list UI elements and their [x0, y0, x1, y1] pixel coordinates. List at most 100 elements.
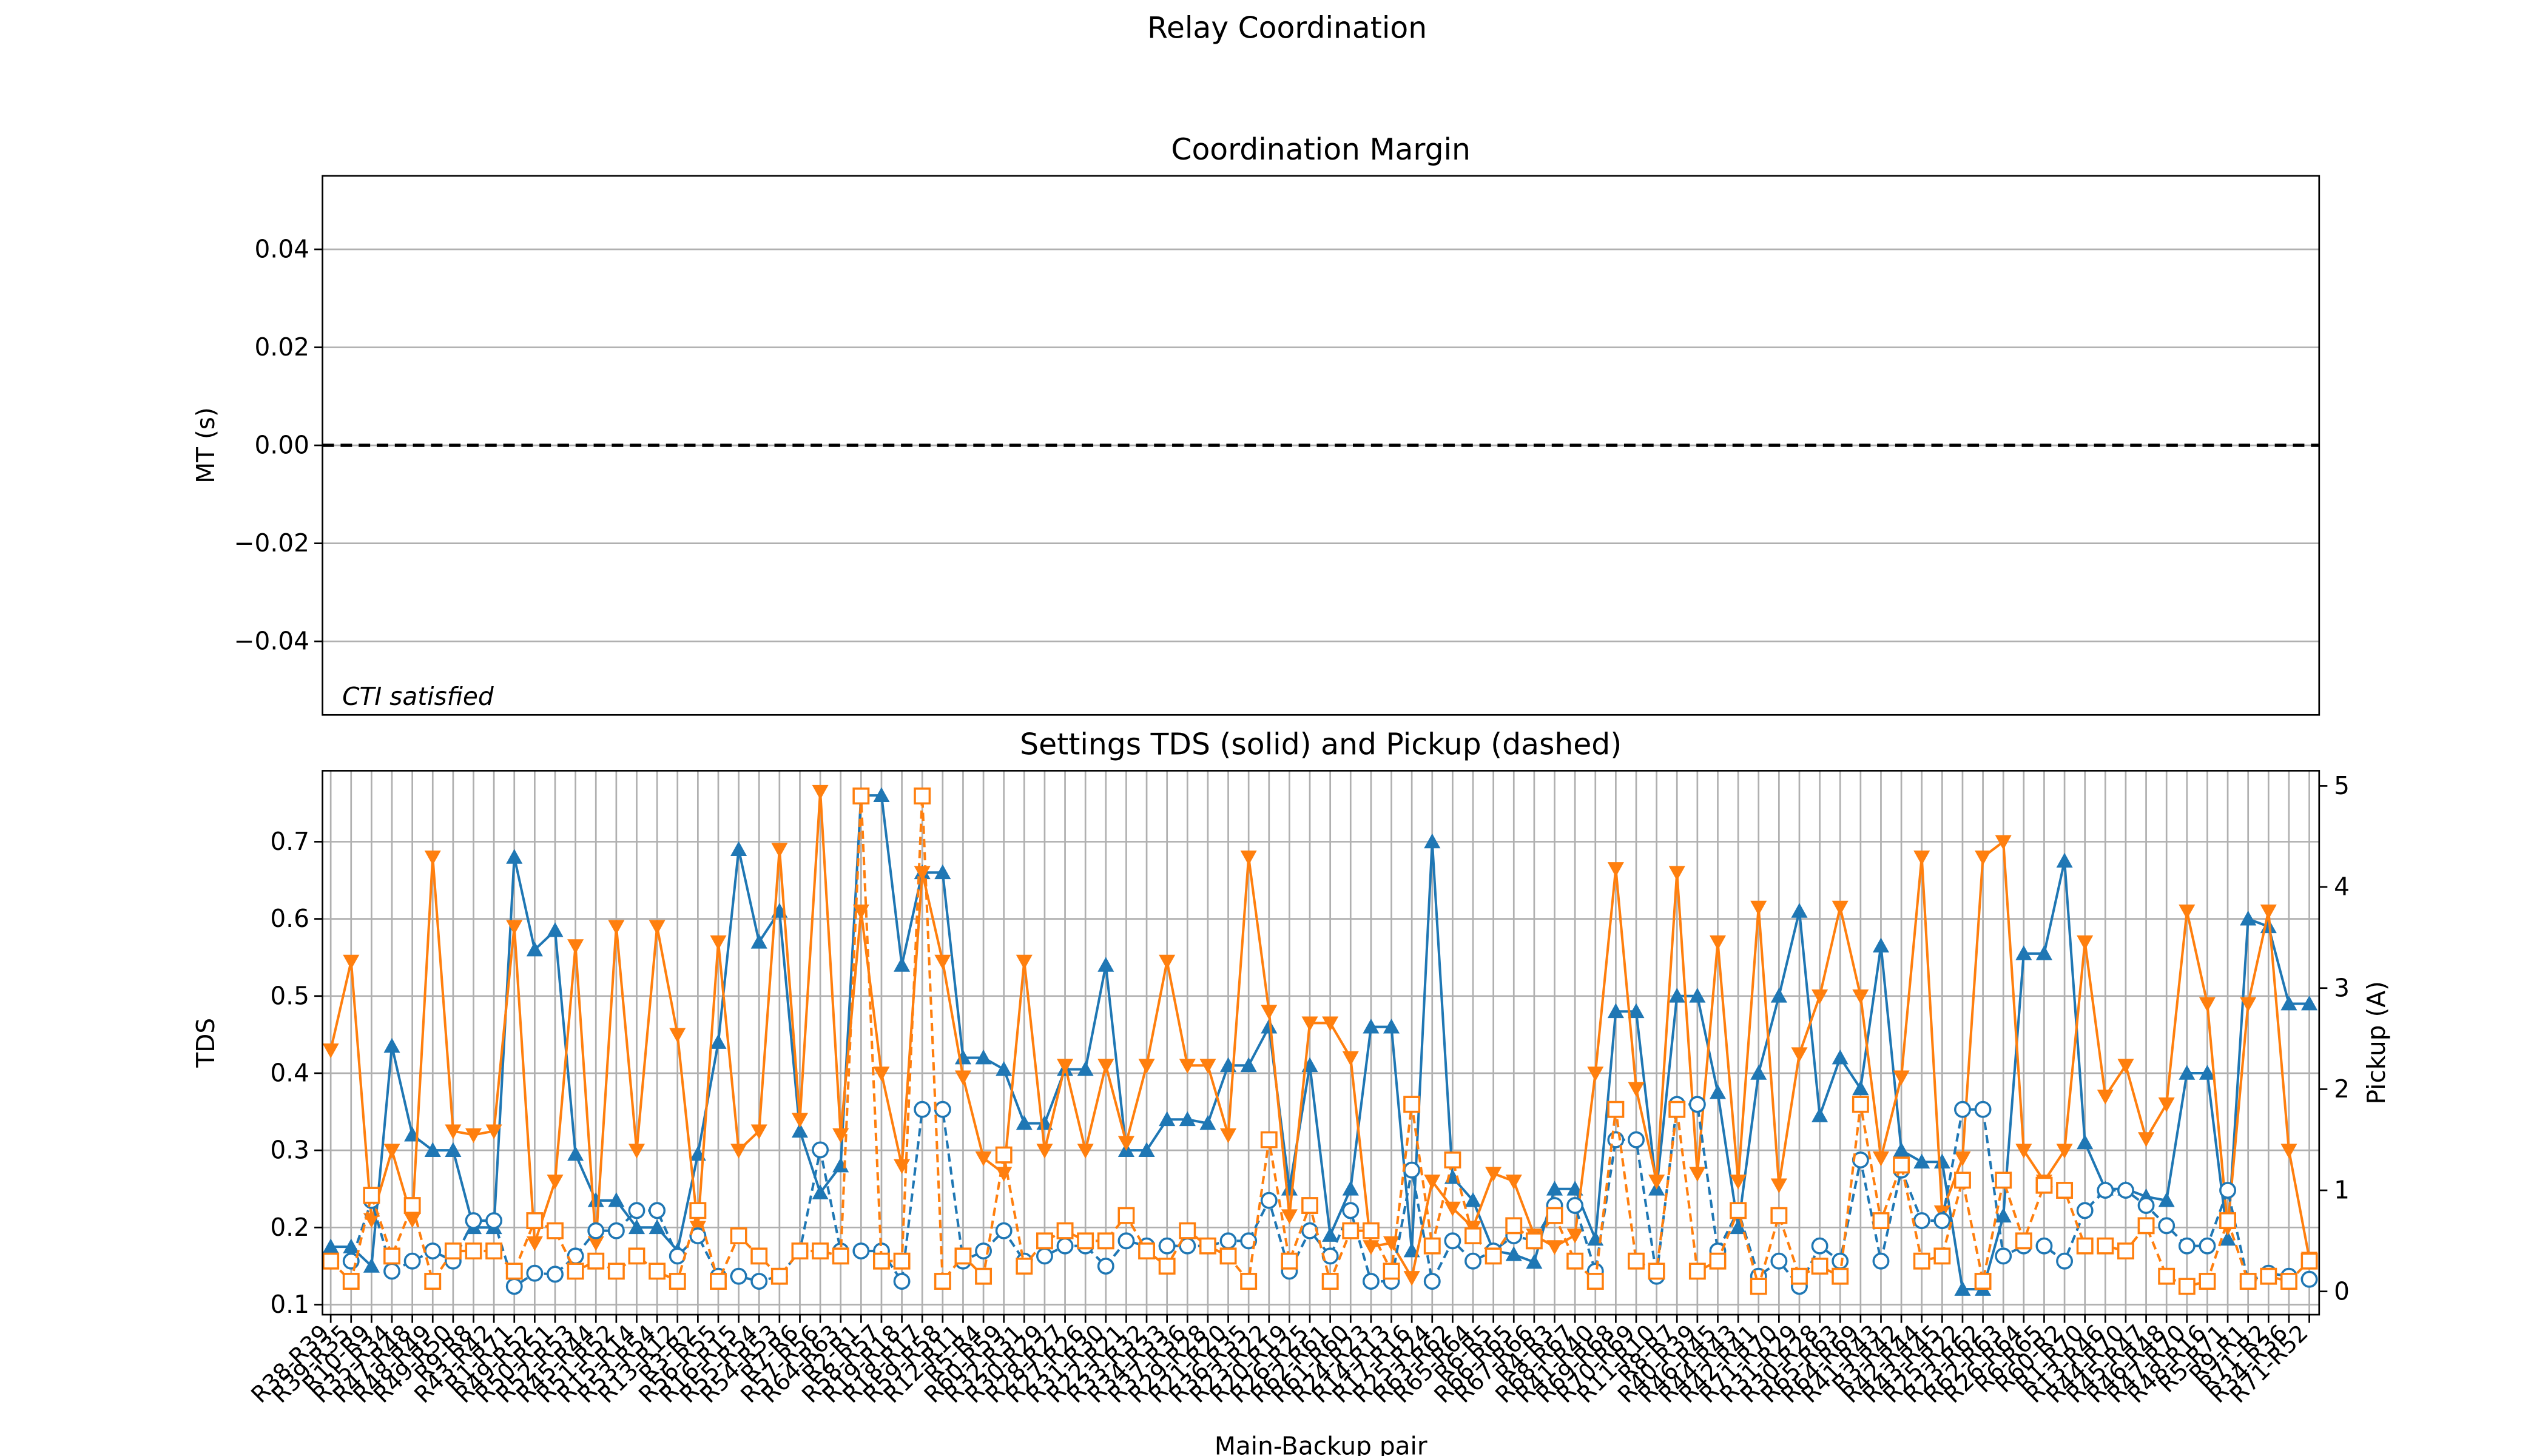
marker [607, 1222, 625, 1239]
marker [1812, 1107, 1828, 1122]
marker [2077, 935, 2094, 951]
marker [852, 787, 870, 805]
marker [2117, 1242, 2134, 1259]
marker [465, 1212, 482, 1230]
marker [1240, 1232, 1258, 1250]
marker [1975, 851, 1992, 866]
marker [1423, 1273, 1441, 1290]
marker [1730, 1175, 1747, 1190]
marker [506, 920, 523, 935]
marker [1811, 1237, 1828, 1255]
marker [2117, 1059, 2134, 1074]
marker [2097, 1237, 2114, 1255]
marker [2239, 1273, 2257, 1290]
marker [2015, 1232, 2032, 1250]
marker [1607, 1100, 1625, 1118]
marker [1383, 1262, 1400, 1280]
marker [444, 1242, 462, 1259]
marker [1974, 1100, 1992, 1118]
series-line [329, 796, 2310, 1291]
marker [2056, 1144, 2073, 1159]
axes-frame [322, 175, 2320, 716]
marker [1077, 1232, 1094, 1250]
marker [791, 1242, 809, 1259]
marker [1220, 1128, 1237, 1144]
marker [1668, 866, 1685, 881]
marker [1750, 1278, 1767, 1295]
marker [322, 1252, 340, 1270]
marker [1036, 1232, 1053, 1250]
marker [1464, 1227, 1481, 1245]
marker [526, 1236, 543, 1252]
marker [383, 1247, 400, 1265]
marker [791, 1122, 809, 1138]
marker [649, 1202, 666, 1219]
marker [1607, 1003, 1624, 1019]
marker [1179, 1111, 1196, 1127]
marker [2280, 1144, 2297, 1159]
marker [934, 954, 951, 970]
marker [1342, 1051, 1359, 1067]
marker [2137, 1197, 2155, 1215]
marker [2300, 1270, 2318, 1288]
marker [1281, 1209, 1298, 1224]
marker [1322, 1227, 1339, 1242]
marker [1179, 1222, 1196, 1239]
marker [2260, 1267, 2277, 1285]
marker [1974, 1273, 1992, 1290]
marker [894, 1159, 911, 1175]
marker [649, 1219, 666, 1235]
y-tick-label: 0.4 [270, 1059, 309, 1088]
annotation: CTI satisfied [342, 682, 494, 711]
marker [1505, 1175, 1522, 1190]
marker [2035, 945, 2052, 960]
marker [710, 1273, 727, 1290]
marker [1689, 1167, 1706, 1182]
marker [526, 1264, 544, 1282]
marker [1893, 1142, 1910, 1157]
marker [608, 920, 625, 935]
y-tick-label: 0.02 [254, 332, 309, 362]
marker [1199, 1115, 1216, 1130]
marker [689, 1202, 707, 1219]
marker [1688, 1096, 1706, 1113]
y-tick-label: 0.7 [270, 827, 309, 856]
marker [1586, 1273, 1604, 1290]
marker [1688, 1262, 1706, 1280]
marker [893, 1252, 911, 1270]
marker [2117, 1182, 2134, 1199]
marker [1587, 1067, 1604, 1082]
marker [2158, 1217, 2176, 1235]
marker [750, 934, 767, 949]
marker [1485, 1247, 1502, 1265]
marker [1811, 1258, 1828, 1275]
y-tick-label: −0.02 [234, 528, 309, 558]
marker [852, 905, 869, 920]
marker [363, 1258, 380, 1273]
marker [1321, 1247, 1339, 1265]
marker [628, 1202, 645, 1219]
marker [1526, 1254, 1543, 1269]
marker [587, 1222, 605, 1239]
marker [1791, 1047, 1808, 1062]
marker [343, 954, 360, 970]
marker [1097, 1232, 1114, 1250]
marker [2097, 1182, 2114, 1199]
y2-tick-label: 3 [2334, 973, 2350, 1002]
marker [1159, 954, 1176, 970]
marker [1179, 1059, 1196, 1074]
marker [608, 1192, 625, 1207]
marker [363, 1187, 380, 1204]
marker [975, 1049, 992, 1065]
marker [1995, 1171, 2012, 1189]
marker [1954, 1281, 1971, 1296]
marker [1954, 1171, 1971, 1189]
marker [934, 1100, 951, 1118]
marker [1913, 1153, 1930, 1169]
marker [1709, 935, 1727, 951]
marker [1281, 1252, 1298, 1270]
marker [1423, 1237, 1441, 1255]
marker [628, 1247, 645, 1265]
marker [2137, 1217, 2155, 1235]
marker [1424, 1175, 1441, 1190]
